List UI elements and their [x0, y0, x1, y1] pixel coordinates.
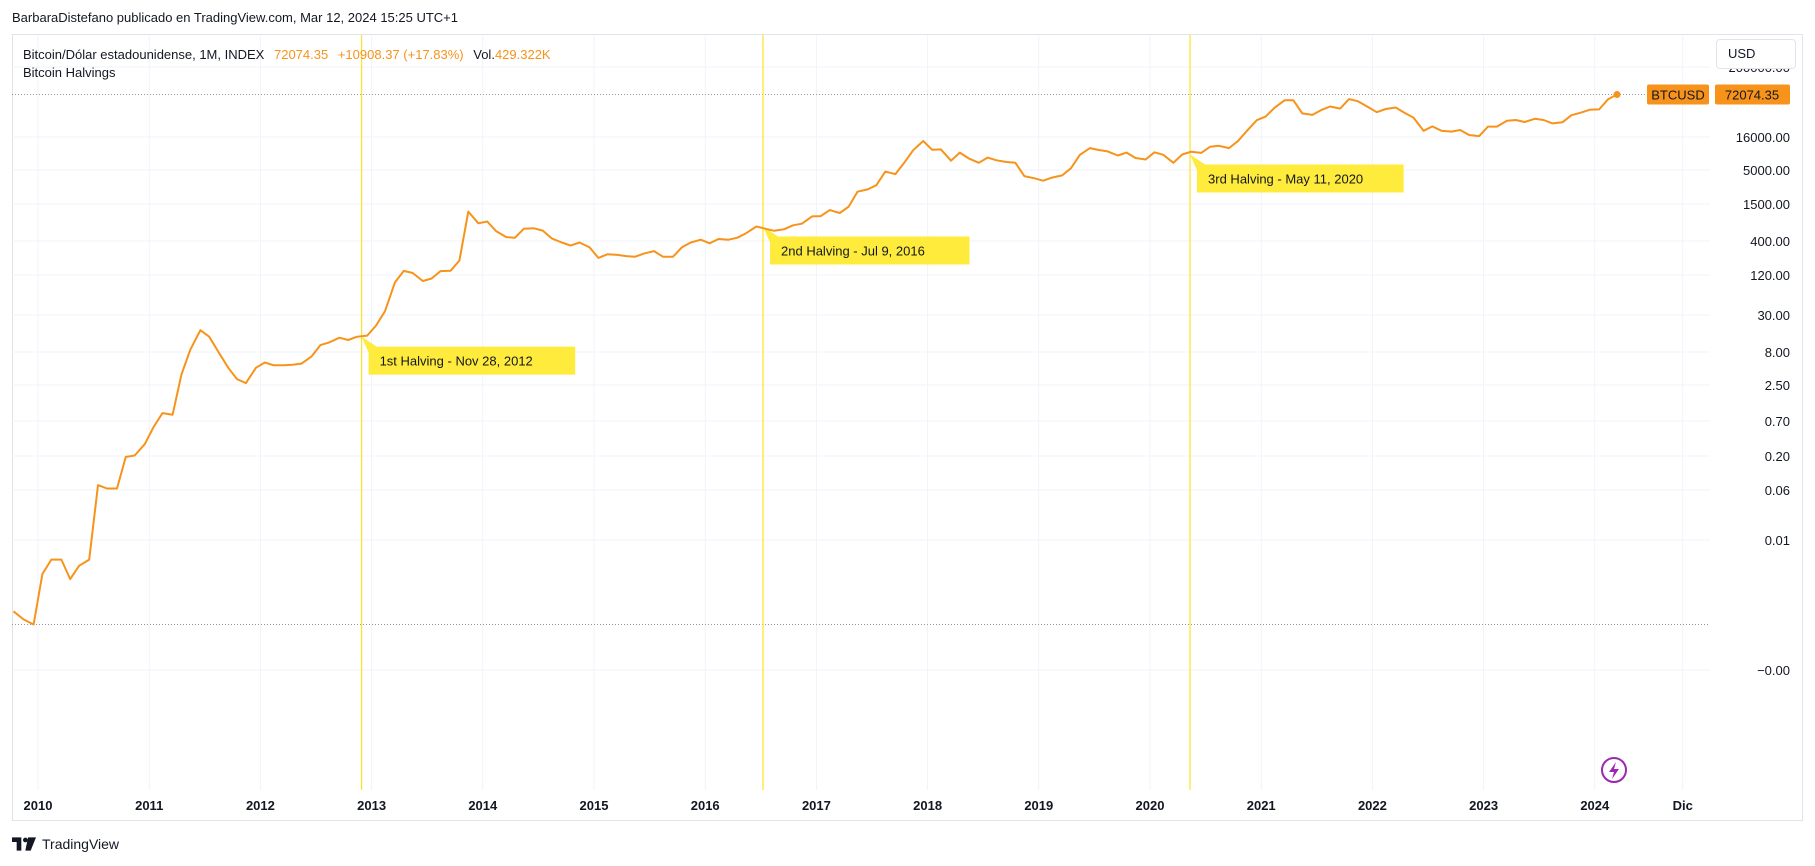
- legend-volume-value: 429.322K: [494, 47, 551, 62]
- x-tick-label: 2015: [580, 798, 609, 813]
- legend-change: +10908.37 (+17.83%): [337, 47, 464, 62]
- x-tick-label: 2017: [802, 798, 831, 813]
- y-tick-label: 1500.00: [1743, 197, 1790, 212]
- legend-symbol[interactable]: Bitcoin/Dólar estadounidense, 1M, INDEX: [23, 47, 265, 62]
- price-tag-label: 72074.35: [1725, 88, 1779, 103]
- last-price-dot: [1613, 91, 1621, 99]
- indicator-legend[interactable]: Bitcoin Halvings: [23, 65, 116, 80]
- halving-label: 1st Halving - Nov 28, 2012: [380, 354, 533, 369]
- chart-frame: [12, 34, 1803, 821]
- price-tag: [1715, 84, 1790, 105]
- x-tick-label: 2013: [357, 798, 386, 813]
- x-tick-label: 2022: [1358, 798, 1387, 813]
- y-tick-label: 0.01: [1765, 533, 1790, 548]
- symbol-tag: [1647, 84, 1709, 105]
- chart-legend: Bitcoin/Dólar estadounidense, 1M, INDEX …: [23, 45, 551, 65]
- legend-volume-label: Vol.: [473, 47, 495, 62]
- x-tick-label: 2011: [135, 798, 163, 813]
- y-tick-label: 30.00: [1757, 308, 1790, 323]
- x-tick-label: 2024: [1580, 798, 1610, 813]
- tradingview-logo-icon: [12, 837, 36, 851]
- y-tick-label: 16000.00: [1736, 130, 1790, 145]
- x-tick-label: 2010: [24, 798, 53, 813]
- tradingview-brand[interactable]: TradingView: [12, 836, 119, 852]
- symbol-tag-label: BTCUSD: [1651, 88, 1704, 103]
- halving-label: 2nd Halving - Jul 9, 2016: [781, 244, 925, 259]
- halving-label-box: [763, 226, 970, 265]
- lightning-icon-bolt: [1609, 762, 1619, 779]
- x-tick-label: 2020: [1136, 798, 1165, 813]
- x-tick-label: Dic: [1673, 798, 1693, 813]
- y-tick-label: 120.00: [1750, 268, 1790, 283]
- price-line: [12, 93, 1618, 626]
- x-tick-label: 2023: [1469, 798, 1498, 813]
- y-tick-label: 5000.00: [1743, 163, 1790, 178]
- y-tick-label: 400.00: [1750, 234, 1790, 249]
- halving-label-box: [1190, 154, 1404, 193]
- x-tick-label: 2012: [246, 798, 275, 813]
- x-tick-label: 2021: [1247, 798, 1276, 813]
- y-tick-label: 2.50: [1765, 378, 1790, 393]
- halving-label-box: [361, 336, 576, 375]
- y-tick-label: 0.20: [1765, 449, 1790, 464]
- brand-name: TradingView: [42, 836, 120, 852]
- y-tick-label: 0.06: [1765, 483, 1790, 498]
- legend-close: 72074.35: [273, 47, 329, 62]
- x-tick-label: 2014: [468, 798, 498, 813]
- x-tick-label: 2016: [691, 798, 720, 813]
- publisher-attribution: BarbaraDistefano publicado en TradingVie…: [12, 10, 458, 25]
- y-tick-label: 0.70: [1765, 414, 1790, 429]
- y-tick-label: −0.00: [1757, 663, 1790, 678]
- halving-label: 3rd Halving - May 11, 2020: [1208, 172, 1363, 187]
- x-tick-label: 2018: [913, 798, 942, 813]
- y-tick-label: 8.00: [1765, 345, 1790, 360]
- x-tick-label: 2019: [1024, 798, 1053, 813]
- currency-button[interactable]: USD: [1716, 39, 1796, 69]
